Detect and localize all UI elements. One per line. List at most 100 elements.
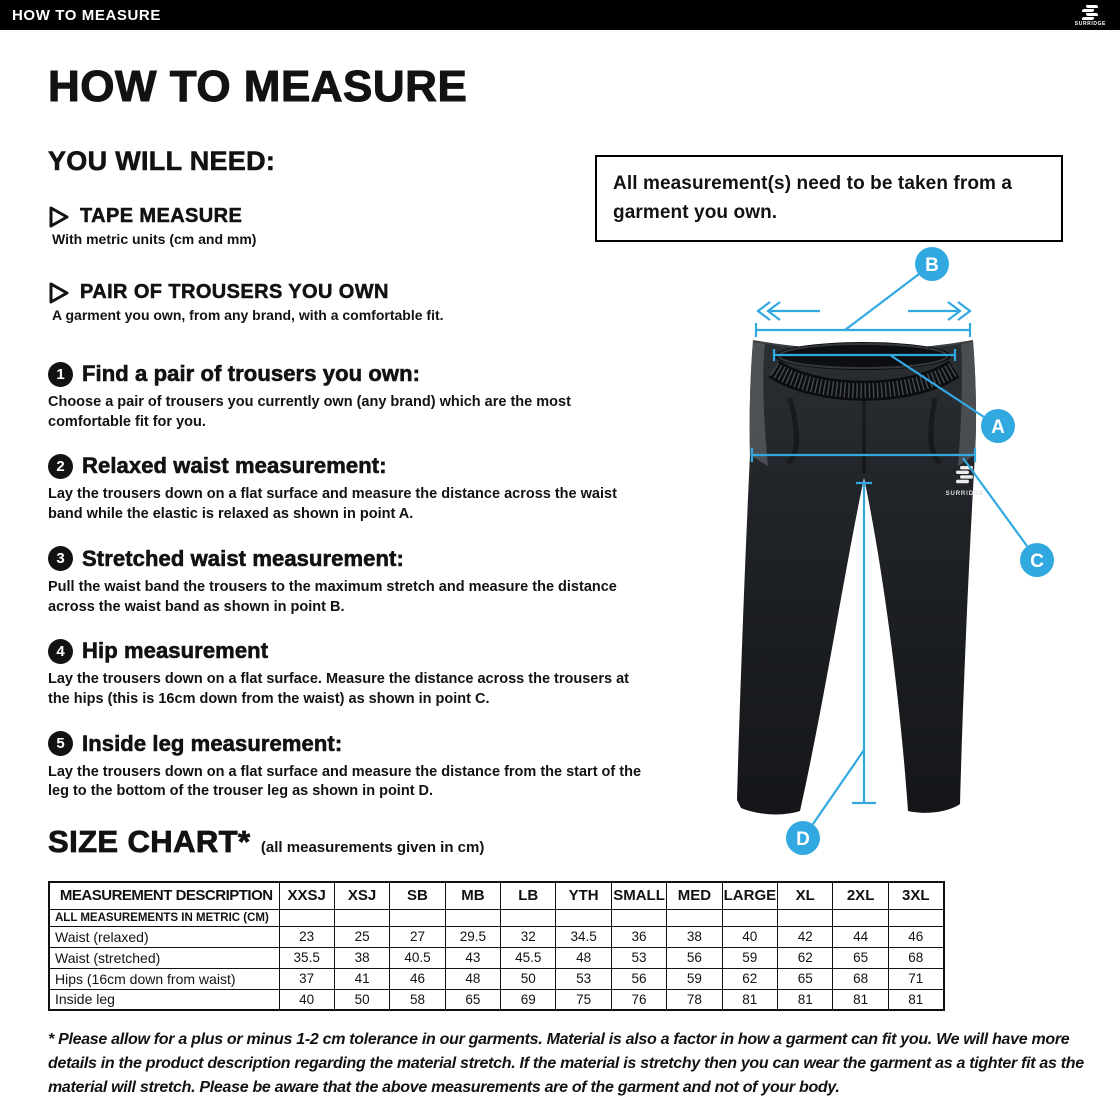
step-title: Stretched waist measurement: [82,545,404,572]
column-header: MED [666,881,723,910]
cell: 58 [389,988,446,1011]
cell: 56 [666,946,723,969]
cell: 65 [832,946,889,969]
step-1: 1 Find a pair of trousers you own: Choos… [48,361,668,432]
cell: 43 [444,946,502,969]
leader-line-d [812,749,865,825]
size-chart-heading: SIZE CHART* (all measurements given in c… [48,824,485,860]
relaxed-waist-line [772,349,957,361]
cell: 62 [777,946,834,969]
cell: 53 [555,967,612,990]
cell: 23 [278,925,335,948]
cell: 36 [610,925,668,948]
step-description: Pull the waist band the trousers to the … [48,578,617,615]
cell: 35.5 [278,946,335,969]
cell: 65 [444,988,502,1011]
marker-c-badge [1020,543,1054,577]
surridge-s-icon [1081,4,1099,20]
triangle-bullet-icon [49,206,69,227]
step-title: Inside leg measurement: [82,730,343,756]
step-2: 2 Relaxed waist measurement: Lay the tro… [48,453,668,524]
step-description: Choose a pair of trousers you currently … [48,394,571,430]
measurement-note-box: All measurement(s) need to be taken from… [595,155,1063,242]
cell: 53 [610,946,668,969]
cell: 59 [721,946,779,969]
metric-note-row: ALL MEASUREMENTS IN METRIC (CM) [48,908,945,927]
row-label: Waist (relaxed) [48,925,280,948]
cell: 62 [721,967,779,990]
row-label: Waist (stretched) [48,946,280,969]
you-will-need-heading: YOU WILL NEED: [48,146,276,177]
hip-line [750,448,977,462]
cell: 69 [500,988,557,1011]
column-header: MB [444,881,502,910]
step-3: 3 Stretched waist measurement: Pull the … [48,546,668,617]
column-header: XXSJ [278,881,335,910]
row-label: Inside leg [48,988,280,1011]
column-header: 3XL [887,881,945,910]
cell: 81 [887,988,945,1011]
step-number-badge: 2 [48,453,73,479]
stretch-arrow-left [756,301,820,321]
top-bar: HOW TO MEASURE SURRIDGE [0,0,1120,30]
cell: 48 [444,967,502,990]
cell: 81 [721,988,779,1011]
marker-b-label: B [925,255,939,276]
column-header: SMALL [610,881,668,910]
step-4: 4 Hip measurement Lay the trousers down … [48,638,668,709]
cell: 34.5 [555,925,612,948]
cell: 38 [333,946,391,969]
cell: 65 [777,967,834,990]
tolerance-footnote: * Please allow for a plus or minus 1-2 c… [48,1031,1084,1096]
cell: 25 [333,925,391,948]
cell: 76 [610,988,668,1011]
column-header: XSJ [333,881,391,910]
need-item-tape-measure: TAPE MEASURE With metric units (cm and m… [48,205,608,247]
column-header: MEASUREMENT DESCRIPTION [48,881,280,910]
column-header: SB [389,881,446,910]
step-title: Find a pair of trousers you own: [82,361,421,387]
step-number-badge: 4 [48,638,73,664]
garment-brand-text: SURRIDGE [946,491,985,497]
cell: 59 [666,967,723,990]
triangle-bullet-icon [49,282,69,303]
cell: 44 [832,925,889,948]
need-item-desc: A garment you own, from any brand, with … [52,307,444,323]
step-5: 5 Inside leg measurement: Lay the trouse… [48,730,668,802]
cell: 78 [666,988,723,1011]
step-description: Lay the trousers down on a flat surface … [48,763,642,800]
leader-line-c [962,457,1028,547]
cell: 32 [500,925,557,948]
step-description: Lay the trousers down on a flat surface … [48,486,617,523]
need-item-title: PAIR OF TROUSERS YOU OWN [80,281,389,304]
marker-a-badge [981,409,1015,443]
marker-c-label: C [1030,551,1044,572]
column-header: LARGE [721,881,779,910]
size-chart-title: SIZE CHART* [48,824,251,860]
table-row: Waist (relaxed) 23 25 27 29.5 32 34.5 36… [48,925,945,948]
cell: 50 [333,988,391,1011]
cell: 29.5 [444,925,502,948]
row-label: Hips (16cm down from waist) [48,967,280,990]
table-header-row: MEASUREMENT DESCRIPTION XXSJ XSJ SB MB L… [48,881,945,910]
surridge-logo: SURRIDGE [1075,4,1108,27]
cell: 68 [887,946,945,969]
trousers-figure: SURRIDGE B A C [737,247,1054,855]
cell: 45.5 [500,946,557,969]
cell: 37 [278,967,335,990]
marker-d-badge [786,821,820,855]
stretched-waist-line [754,323,972,337]
leader-line-b [844,273,920,331]
table-row: Waist (stretched) 35.5 38 40.5 43 45.5 4… [48,946,945,969]
size-chart-subtitle: (all measurements given in cm) [260,839,485,856]
top-bar-title: HOW TO MEASURE [12,6,161,24]
stretch-arrow-right [908,301,972,321]
steps-list: 1 Find a pair of trousers you own: Choos… [48,361,668,823]
step-description: Lay the trousers down on a flat surface.… [48,671,629,708]
leader-line-a [889,354,985,418]
cell: 40 [721,925,779,948]
cell: 41 [333,967,391,990]
table-row: Inside leg 40 50 58 65 69 75 76 78 81 81… [48,988,945,1011]
column-header: YTH [555,881,612,910]
